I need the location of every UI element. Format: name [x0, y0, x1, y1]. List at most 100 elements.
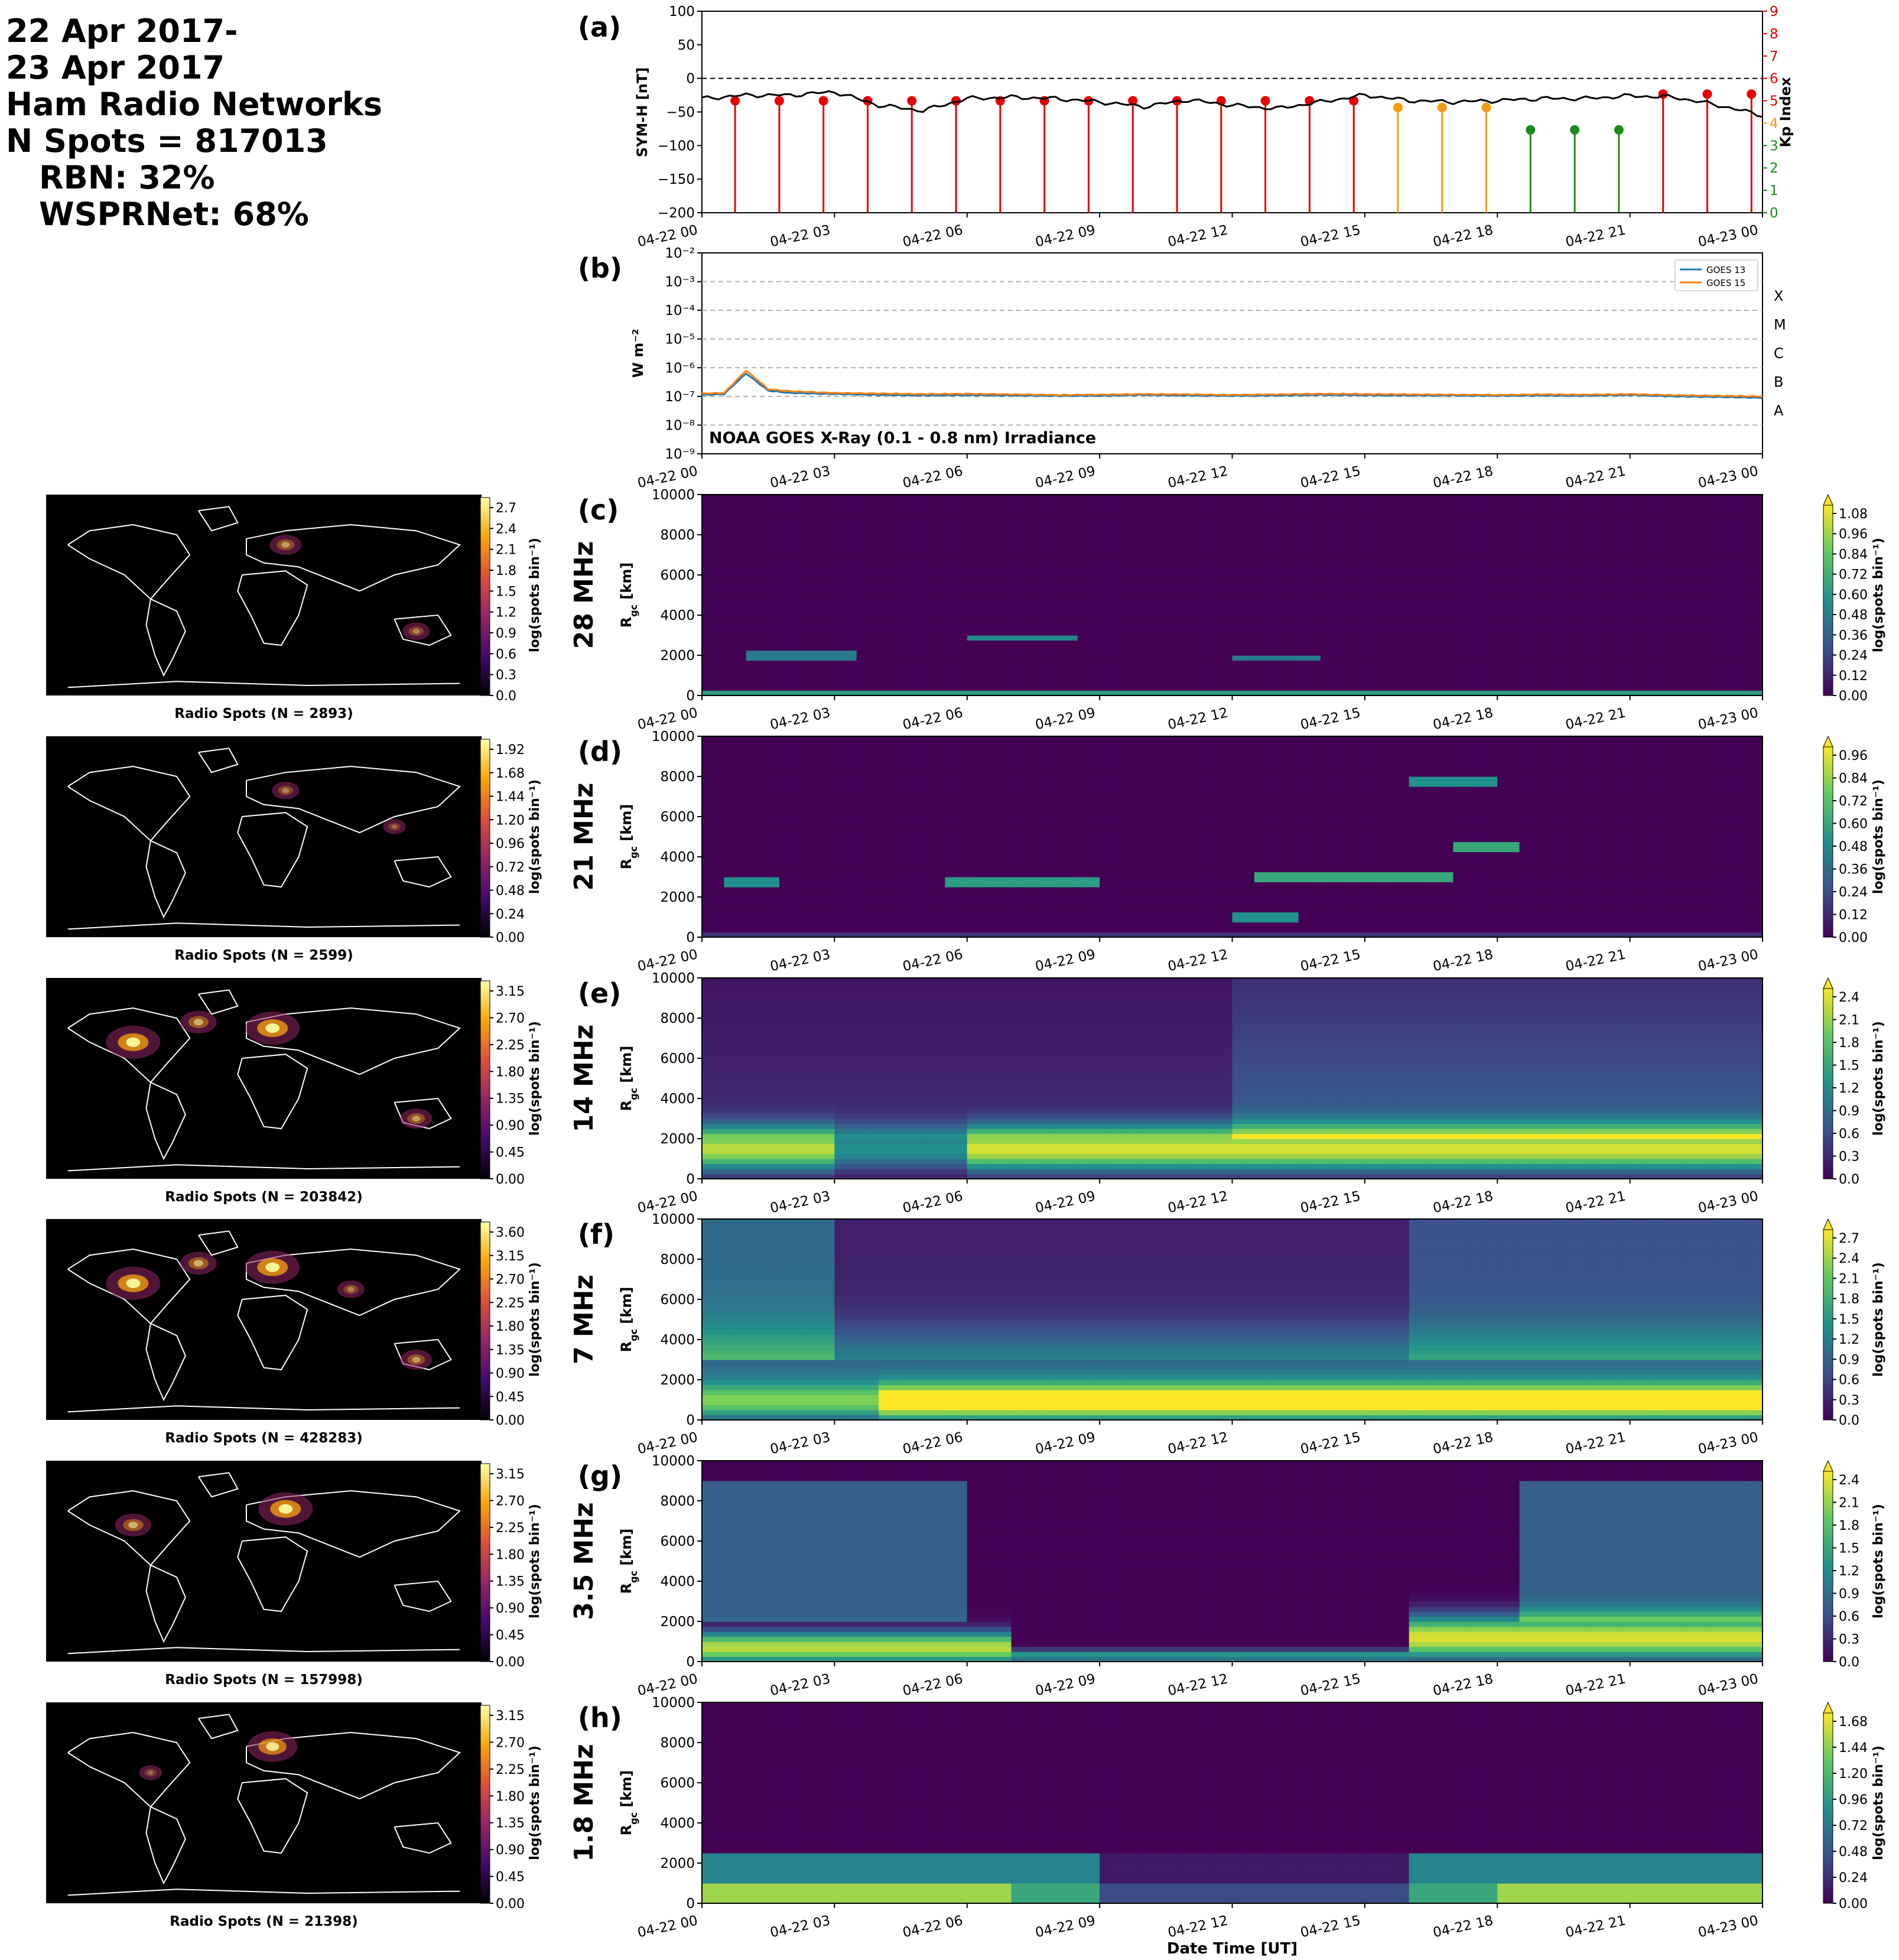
rgc-cell [801, 519, 813, 525]
rgc-cell [1298, 620, 1310, 626]
rgc-cell [1464, 665, 1476, 671]
rgc-cell [702, 736, 714, 742]
rgc-cell [757, 797, 769, 802]
rgc-cell [790, 645, 802, 651]
rgc-cell [1331, 555, 1344, 561]
rgc-cell [934, 620, 945, 626]
rgc-cell [702, 660, 714, 666]
rgc-cell [1641, 539, 1653, 545]
rgc-cell [1751, 610, 1763, 616]
rgc-cell [1608, 575, 1620, 581]
rgc-cell [1707, 665, 1719, 671]
rgc-cell [1100, 519, 1111, 525]
rgc-cell [1596, 645, 1608, 651]
rgc-cell [1011, 615, 1023, 621]
rgc-cell [1508, 519, 1520, 525]
rgc-cell [724, 917, 736, 923]
rgc-cell [989, 495, 1001, 500]
rgc-cell [768, 872, 780, 877]
rgc-cell [1199, 630, 1211, 636]
rgc-cell [889, 857, 902, 863]
rgc-cell [1618, 499, 1631, 505]
rgc-cell [1088, 645, 1100, 651]
rgc-cell [846, 640, 857, 646]
rgc-cell [846, 827, 857, 833]
rgc-cell [1497, 665, 1509, 671]
rgc-cell [1508, 675, 1520, 681]
rgc-cell [1121, 650, 1133, 656]
rgc-cell [1188, 665, 1200, 671]
rgc-cell [702, 897, 714, 903]
rgc-cell [1652, 635, 1664, 641]
rgc-cell [1508, 590, 1520, 596]
rgc-cell [1342, 580, 1354, 586]
rgc-cell [1409, 555, 1420, 561]
rgc-cell [1100, 545, 1111, 551]
rgc-cell [779, 660, 791, 666]
rgc-cell [1033, 655, 1045, 661]
rgc-cell [1542, 550, 1553, 555]
rgc-cell [702, 635, 714, 641]
rgc-cell [1397, 565, 1410, 571]
rgc-cell [879, 741, 890, 747]
rgc-cell [922, 565, 935, 571]
rgc-cell [1641, 660, 1653, 666]
flare-class-label: A [1774, 402, 1784, 419]
rgc-cell [768, 751, 780, 757]
rgc-cell [1143, 650, 1156, 656]
rgc-cell [834, 550, 846, 555]
rgc-cell [1100, 515, 1111, 521]
rgc-cell [956, 525, 968, 531]
rgc-cell [1033, 615, 1045, 621]
rgc-cell [1729, 625, 1741, 631]
rgc-cell [922, 525, 935, 531]
rgc-cell [856, 902, 869, 908]
rgc-cell [757, 505, 769, 511]
rgc-cell [1420, 610, 1432, 616]
rgc-cell [834, 922, 846, 928]
rgc-cell [879, 585, 890, 591]
rgc-cell [1143, 505, 1156, 511]
rgc-cell [1331, 535, 1344, 541]
rgc-cell [846, 912, 857, 918]
rgc-cell [1309, 570, 1321, 576]
rgc-cell [1199, 600, 1211, 606]
rgc-cell [1265, 515, 1277, 521]
rgc-cell [1751, 575, 1763, 581]
rgc-cell [1265, 565, 1277, 571]
rgc-cell [1022, 640, 1034, 646]
rgc-cell [978, 539, 990, 545]
rgc-cell [1155, 560, 1166, 565]
rgc-cell [1011, 590, 1023, 596]
rgc-cell [922, 827, 935, 833]
rgc-cell [1508, 640, 1520, 646]
rgc-cell [1354, 680, 1365, 686]
rgc-cell [779, 570, 791, 576]
rgc-cell [746, 927, 758, 933]
rgc-cell [735, 847, 747, 853]
rgc-cell [922, 625, 935, 631]
rgc-cell [1575, 655, 1586, 661]
rgc-cell [823, 555, 835, 561]
rgc-cell [746, 680, 758, 686]
rgc-cell [856, 585, 869, 591]
rgc-cell [1409, 690, 1420, 696]
rgc-cell [1618, 645, 1631, 651]
rgc-cell [1729, 539, 1741, 545]
rgc-cell [1542, 585, 1553, 591]
rgc-cell [1155, 525, 1166, 531]
rgc-cell [867, 645, 879, 651]
rgc-cell [1608, 650, 1620, 656]
rgc-cell [1652, 495, 1664, 500]
rgc-cell [1232, 565, 1244, 571]
rgc-cell [1542, 635, 1553, 641]
rgc-cell [1077, 495, 1090, 500]
rgc-cell [724, 555, 736, 561]
rgc-cell [1508, 625, 1520, 631]
rgc-cell [1011, 655, 1023, 661]
rgc-cell [1596, 625, 1608, 631]
rgc-cell [1486, 650, 1498, 656]
rgc-cell [1685, 675, 1697, 681]
rgc-cell [1464, 585, 1476, 591]
cbar-tick-label: 0.72 [1839, 568, 1868, 583]
